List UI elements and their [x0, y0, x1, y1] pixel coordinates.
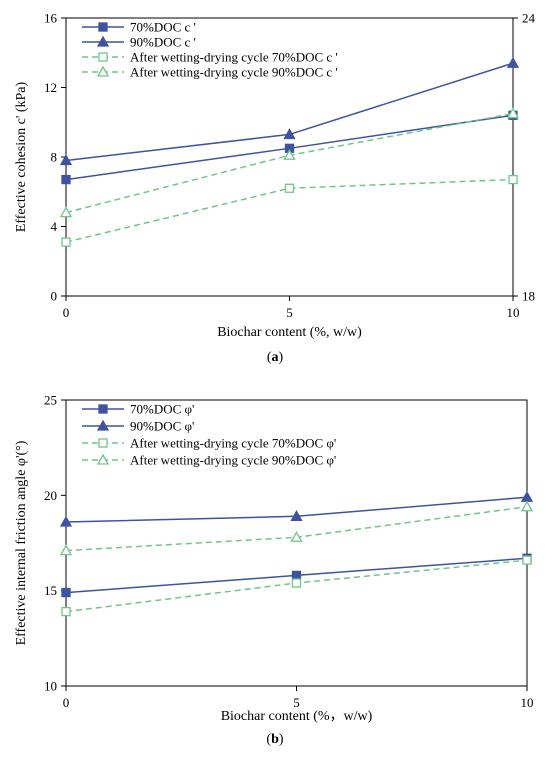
panel-label-b: (b) [266, 732, 284, 747]
y-axis-title-a: Effective cohesion c' (kPa) [14, 81, 29, 232]
data-point-b-3 [61, 606, 71, 617]
series-a-1 [61, 110, 518, 185]
x-tick-label-a: 0 [63, 305, 70, 320]
x-axis-title-b: Biochar content (%，w/w) [221, 709, 373, 724]
data-point-a-1 [61, 174, 71, 185]
data-point-b-4 [59, 544, 73, 556]
x-tick-label-a: 5 [286, 305, 293, 320]
y-tick-label-b: 25 [44, 393, 57, 408]
legend-label-b-3: After wetting-drying cycle 70%DOC φ' [130, 436, 336, 451]
legend-marker-b-2 [96, 419, 110, 431]
legend-marker-b-1 [98, 404, 108, 414]
data-point-b-2 [520, 490, 534, 502]
legend-label-a-1: 70%DOC c ' [130, 20, 196, 35]
legend-marker-a-2 [96, 35, 110, 47]
legend-label-b-1: 70%DOC φ' [130, 402, 194, 417]
data-point-b-1 [61, 587, 71, 598]
legend-label-b-4: After wetting-drying cycle 90%DOC φ' [130, 453, 336, 468]
y2-tick-label-a: 24 [522, 11, 536, 26]
legend-label-a-4: After wetting-drying cycle 90%DOC c ' [130, 65, 338, 80]
y-tick-label-a: 16 [44, 11, 58, 26]
legend-label-a-3: After wetting-drying cycle 70%DOC c ' [130, 50, 338, 65]
data-point-a-3 [61, 237, 71, 247]
series-b-1 [61, 553, 532, 598]
y-tick-label-b: 15 [44, 583, 57, 598]
legend-label-a-2: 90%DOC c ' [130, 35, 196, 50]
data-point-a-4 [59, 206, 73, 218]
chart-panel-a: 0 4 8 12 16 0 5 10 18 24 Biochar content (%, w/w) E… [14, 11, 536, 366]
data-point-a-4 [506, 107, 520, 119]
data-point-a-3 [508, 174, 518, 185]
data-point-b-4 [520, 500, 534, 512]
legend-marker-a-4 [96, 65, 110, 77]
legend-b: 70%DOC φ' 90%DOC φ' After wetting-drying c… [82, 402, 336, 468]
y-tick-label-a: 4 [51, 219, 58, 234]
panel-label-a: (a) [266, 350, 284, 365]
legend-marker-b-4 [96, 453, 110, 465]
legend-marker-a-1 [98, 22, 108, 32]
legend-label-b-2: 90%DOC φ' [130, 419, 194, 434]
y-tick-label-b: 10 [44, 679, 57, 694]
data-point-a-2 [283, 128, 296, 140]
chart-b-svg: 10 15 20 25 0 5 10 Biochar content (%，w/w) Effec… [14, 393, 534, 725]
legend-a: 70%DOC c '90%DOC c 'After wetting-drying… [82, 20, 338, 80]
series-b-2 [59, 490, 534, 527]
x-tick-label-a: 10 [507, 305, 520, 320]
y-tick-label-a: 12 [44, 80, 57, 95]
data-point-b-3 [522, 555, 532, 565]
data-point-b-3 [291, 578, 302, 588]
series-a-3 [61, 174, 518, 247]
y-tick-label-a: 8 [51, 150, 58, 165]
data-point-b-2 [290, 509, 303, 521]
data-point-a-4 [283, 148, 296, 160]
x-axis-title-a: Biochar content (%, w/w) [217, 325, 362, 340]
x-tick-label-b: 0 [63, 695, 70, 710]
series-b-4 [59, 500, 534, 556]
data-point-a-3 [284, 183, 295, 193]
series-b-3 [61, 555, 532, 617]
x-tick-label-b: 5 [293, 695, 300, 710]
data-point-a-2 [59, 154, 73, 166]
data-point-b-4 [290, 530, 303, 542]
y-axis-title-b: Effective internal friction angle φ'(°) [14, 440, 29, 645]
data-point-b-2 [59, 515, 73, 527]
y-tick-label-b: 20 [44, 488, 57, 503]
legend-marker-a-3 [98, 52, 108, 62]
data-point-a-2 [506, 56, 520, 68]
data-point-b-1 [291, 570, 302, 581]
x-tick-label-b: 10 [521, 695, 534, 710]
y-tick-label-a: 0 [51, 289, 58, 304]
series-a-4 [59, 107, 520, 218]
y2-tick-label-a: 18 [522, 289, 535, 304]
chart-panel-b: 10 15 20 25 0 5 10 Biochar content (%，w/w) Effec… [0, 380, 550, 758]
legend-marker-b-3 [98, 438, 108, 448]
series-a-2 [59, 56, 520, 166]
